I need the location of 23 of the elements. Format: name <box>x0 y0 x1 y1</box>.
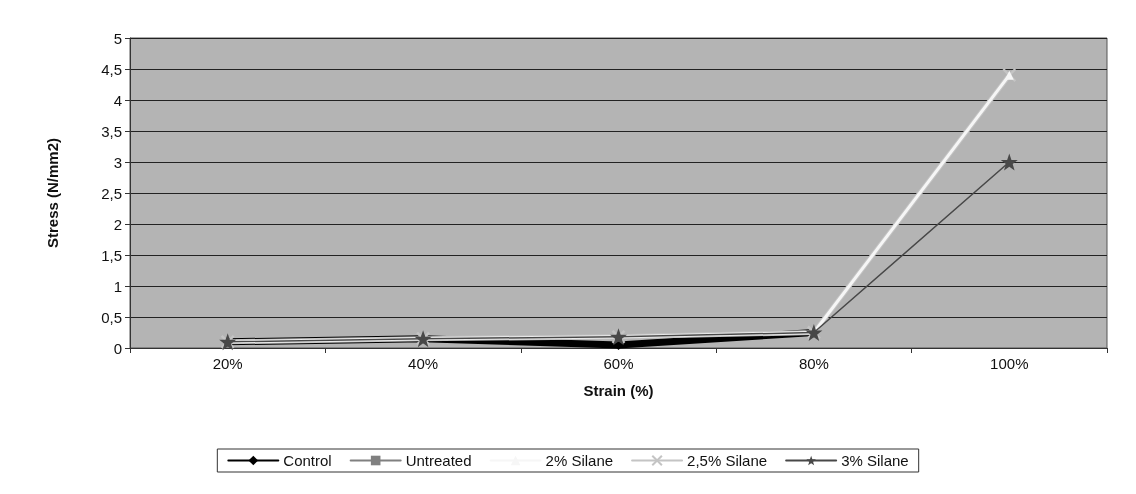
y-tick-label: 3,5 <box>101 122 122 140</box>
y-tick-label: 4 <box>113 91 122 109</box>
legend-label: Control <box>283 452 332 469</box>
y-tick-label: 5 <box>113 29 122 47</box>
x-tick-label: 20% <box>212 355 243 372</box>
legend-label: Untreated <box>405 452 472 469</box>
x-tick-label: 60% <box>603 355 634 372</box>
legend-label: 2% Silane <box>545 452 614 469</box>
y-tick-label: 3 <box>113 153 122 171</box>
y-tick-label: 2,5 <box>101 184 122 202</box>
y-tick-label: 1 <box>113 277 122 295</box>
x-axis-title: Strain (%) <box>583 382 654 399</box>
y-tick-label: 0,5 <box>101 308 122 326</box>
y-tick-label: 2 <box>113 215 122 233</box>
legend-label: 2,5% Silane <box>687 452 768 469</box>
y-tick-label: 0 <box>113 339 122 357</box>
x-tick-label: 100% <box>990 355 1029 372</box>
y-tick-label: 1,5 <box>101 246 122 264</box>
legend-label: 3% Silane <box>841 452 909 469</box>
x-tick-label: 40% <box>408 355 439 372</box>
y-axis-title: Stress (N/mm2) <box>44 137 61 249</box>
x-tick-label: 80% <box>798 355 829 372</box>
y-tick-label: 4,5 <box>101 60 122 78</box>
